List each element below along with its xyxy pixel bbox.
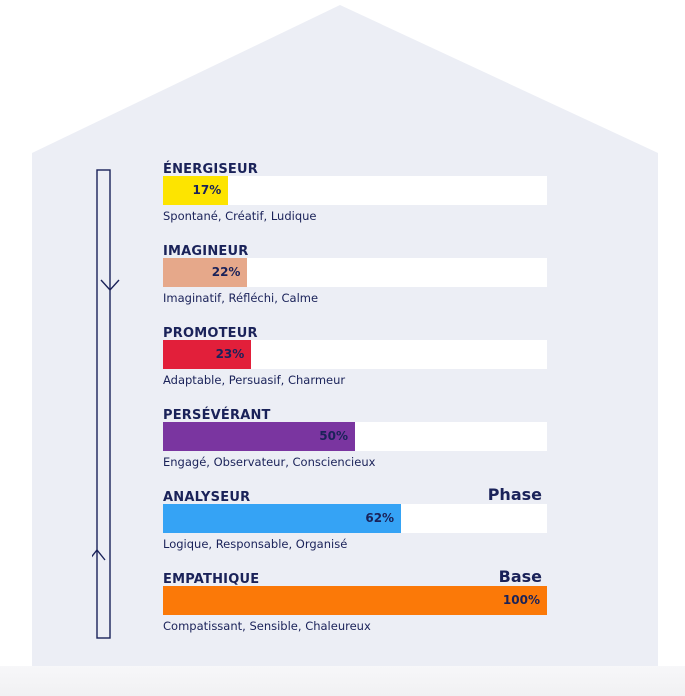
bar-value-label: 100% (502, 593, 540, 607)
traits-text: Spontané, Créatif, Ludique (163, 209, 317, 223)
bar-track: 22% (163, 258, 547, 287)
bar-value-label: 23% (215, 347, 245, 361)
bar-track: 17% (163, 176, 547, 205)
bar: 22% (163, 258, 248, 287)
bar-value-label: 50% (319, 429, 348, 443)
traits-text: Engagé, Observateur, Consciencieux (163, 455, 376, 469)
row-tag-label: Base (498, 567, 542, 586)
bar: 62% (163, 504, 402, 533)
bar: 100% (163, 586, 547, 615)
category-label: IMAGINEUR (163, 244, 249, 259)
category-label: PROMOTEUR (163, 326, 258, 341)
row-tag-label: Phase (487, 485, 542, 504)
bar-track: 62% (163, 504, 547, 533)
bar-value-label: 22% (211, 265, 241, 279)
category-label: ANALYSEUR (163, 490, 251, 505)
bar: 23% (163, 340, 252, 369)
category-label: EMPATHIQUE (163, 572, 260, 587)
bar: 50% (163, 422, 355, 451)
traits-text: Logique, Responsable, Organisé (163, 537, 348, 551)
up-arrow-icon (92, 548, 106, 561)
down-arrow-icon (100, 279, 120, 292)
direction-axis (92, 169, 120, 639)
bar-value-label: 17% (192, 183, 222, 197)
bottom-shadow (0, 666, 685, 696)
category-label: ÉNERGISEUR (163, 162, 258, 177)
bar-track: 50% (163, 422, 547, 451)
traits-text: Adaptable, Persuasif, Charmeur (163, 373, 346, 387)
traits-text: Imaginatif, Réfléchi, Calme (163, 291, 319, 305)
bar-track: 100% (163, 586, 547, 615)
bar-track: 23% (163, 340, 547, 369)
bar: 17% (163, 176, 229, 205)
traits-text: Compatissant, Sensible, Chaleureux (163, 619, 371, 633)
bar-value-label: 62% (365, 511, 395, 525)
category-label: PERSÉVÉRANT (163, 408, 271, 423)
